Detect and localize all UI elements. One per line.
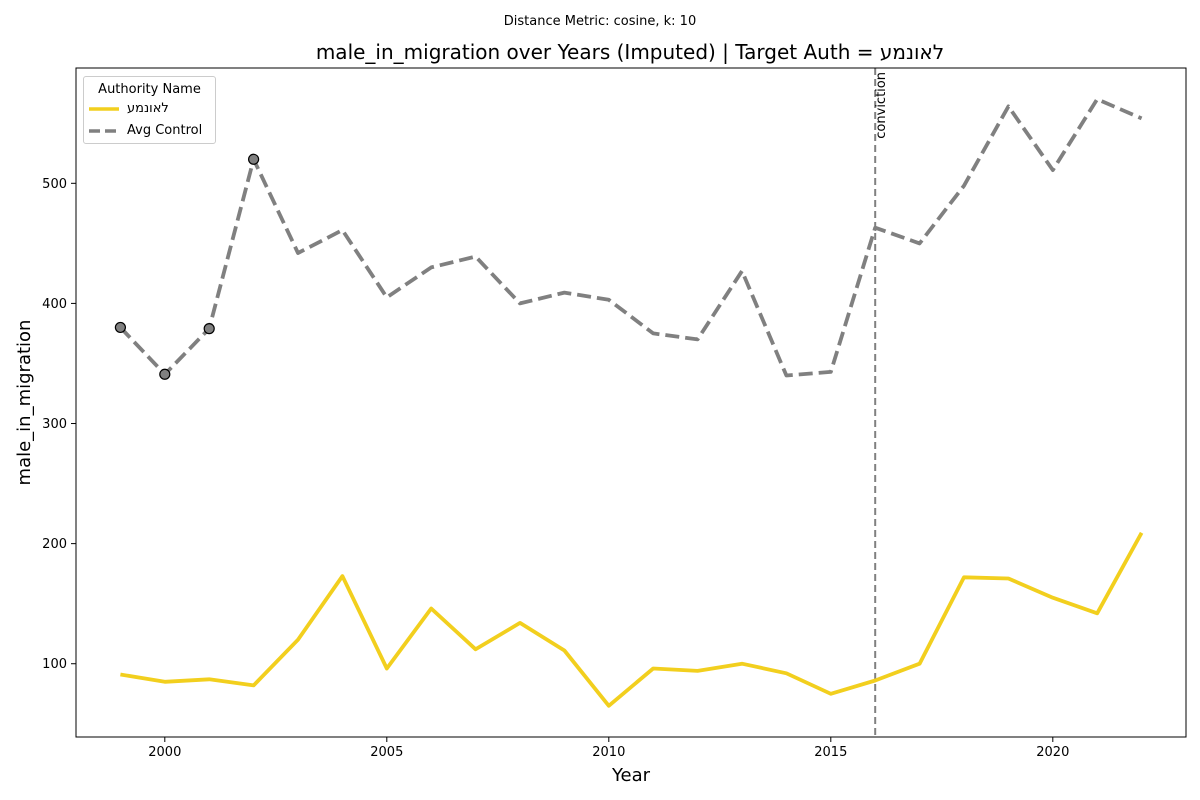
chart-title-target: לאונמע (879, 40, 945, 64)
x-tick-label-2000: 2000 (148, 745, 181, 760)
series-line-control (119, 97, 1143, 378)
plot-frame (75, 67, 1187, 738)
x-axis-label: Year (611, 765, 651, 786)
x-tick-label-2015: 2015 (814, 745, 847, 760)
legend-swatch-target (89, 107, 119, 111)
x-tick-label-2010: 2010 (592, 745, 625, 760)
chart-legend: Authority Name לאונמע Avg Control (83, 76, 216, 144)
y-tick-label-300: 300 (42, 417, 67, 432)
y-axis-label: male_in_migration (14, 320, 35, 486)
legend-label-control: Avg Control (127, 123, 203, 138)
legend-title: Authority Name (98, 82, 201, 97)
y-tick-label-400: 400 (42, 297, 67, 312)
imputed-marker-2000 (159, 368, 171, 380)
x-tick-label-2020: 2020 (1036, 745, 1069, 760)
imputed-marker-2001 (203, 323, 215, 335)
chart-title-prefix: male_in_migration over Years (Imputed) |… (315, 40, 880, 64)
x-tick-label-2005: 2005 (370, 745, 403, 760)
chart-title: male_in_migration over Years (Imputed) |… (0, 40, 1200, 64)
series-line-target (120, 531, 1144, 708)
figure-suptitle: Distance Metric: cosine, k: 10 (503, 14, 697, 29)
imputed-marker-1999 (114, 321, 127, 334)
event-label-conviction: conviction (874, 72, 889, 139)
legend-label-target: לאונמע (127, 101, 169, 116)
legend-swatch-control (89, 129, 119, 133)
y-tick-label-100: 100 (42, 657, 67, 672)
y-tick-label-500: 500 (42, 177, 67, 192)
imputed-marker-2002 (248, 153, 260, 165)
y-tick-label-200: 200 (42, 537, 67, 552)
